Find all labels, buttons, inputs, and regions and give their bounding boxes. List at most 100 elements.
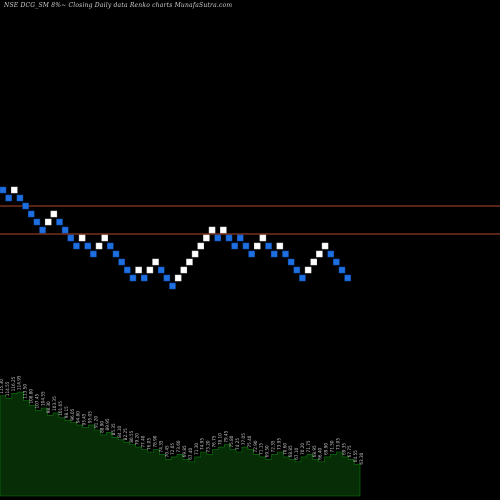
renko-brick-down bbox=[231, 242, 238, 250]
renko-brick-down bbox=[333, 258, 340, 266]
volume-price-label: 71.75 bbox=[306, 440, 311, 452]
volume-price-label: 63.30 bbox=[359, 452, 364, 464]
volume-price-label: 67.75 bbox=[347, 445, 352, 457]
volume-price-label: 73.95 bbox=[276, 438, 281, 450]
volume-price-label: 84.10 bbox=[117, 425, 122, 437]
renko-brick-up bbox=[78, 234, 86, 242]
volume-price-label: 77.05 bbox=[241, 433, 246, 445]
volume-price-label: 76.75 bbox=[211, 435, 216, 447]
renko-brick-down bbox=[118, 258, 125, 266]
volume-price-label: 88.90 bbox=[99, 421, 104, 433]
volume-price-label: 79.45 bbox=[223, 430, 228, 442]
renko-brick-down bbox=[327, 250, 334, 258]
renko-brick-down bbox=[124, 266, 131, 274]
renko-brick-down bbox=[344, 274, 351, 282]
volume-price-label: 98.15 bbox=[64, 406, 69, 418]
volume-price-label: 67.40 bbox=[188, 447, 193, 459]
renko-brick-down bbox=[282, 250, 289, 258]
renko-brick-down bbox=[33, 218, 41, 226]
renko-brick-up bbox=[186, 258, 193, 266]
volume-price-label: 71.15 bbox=[259, 443, 264, 455]
renko-brick-up bbox=[259, 234, 267, 242]
renko-brick-down bbox=[338, 266, 346, 274]
volume-price-label: 82.25 bbox=[123, 428, 128, 440]
renko-brick-up bbox=[152, 258, 159, 266]
renko-brick-up bbox=[191, 250, 199, 258]
volume-price-label: 73.60 bbox=[176, 440, 181, 452]
volume-price-label: 113.50 bbox=[23, 384, 28, 399]
renko-brick-down bbox=[299, 274, 306, 282]
volume-area bbox=[0, 391, 361, 497]
volume-price-label: 70.45 bbox=[164, 445, 169, 457]
renko-brick-down bbox=[84, 242, 91, 250]
volume-price-label: 67.10 bbox=[294, 447, 299, 459]
volume-price-label: 74.95 bbox=[200, 438, 205, 450]
renko-brick-up bbox=[208, 226, 216, 234]
renko-brick-down bbox=[287, 258, 295, 266]
volume-price-label: 91.20 bbox=[93, 416, 98, 428]
renko-brick-down bbox=[237, 234, 244, 242]
volume-price-label: 64.55 bbox=[353, 450, 358, 462]
volume-price-label: 78.90 bbox=[152, 435, 157, 447]
renko-brick-down bbox=[265, 242, 272, 250]
volume-price-label: 74.35 bbox=[158, 440, 163, 452]
volume-price-label: 66.40 bbox=[318, 447, 323, 459]
renko-brick-down bbox=[169, 282, 176, 290]
volume-price-label: 72.35 bbox=[270, 440, 275, 452]
volume-price-label: 79.20 bbox=[135, 433, 140, 445]
renko-brick-up bbox=[276, 242, 284, 250]
volume-price-label: 72.90 bbox=[253, 440, 258, 452]
renko-brick-up bbox=[316, 250, 323, 258]
volume-price-label: 114.95 bbox=[17, 375, 22, 390]
renko-brick-up bbox=[174, 274, 182, 282]
renko-brick-down bbox=[112, 250, 120, 258]
volume-price-label: 70.20 bbox=[300, 443, 305, 455]
renko-brick-up bbox=[44, 218, 52, 226]
renko-brick-down bbox=[157, 266, 165, 274]
renko-brick-up bbox=[254, 242, 261, 250]
renko-brick-down bbox=[61, 226, 69, 234]
renko-brick-down bbox=[107, 242, 114, 250]
renko-brick-up bbox=[203, 234, 210, 242]
renko-brick-up bbox=[101, 234, 108, 242]
renko-brick-down bbox=[225, 234, 233, 242]
renko-brick-up bbox=[310, 258, 317, 266]
volume-price-label: 73.20 bbox=[206, 440, 211, 452]
renko-brick-down bbox=[16, 194, 24, 202]
renko-brick-down bbox=[90, 250, 97, 258]
renko-brick-up bbox=[135, 266, 142, 274]
renko-brick-down bbox=[129, 274, 137, 282]
volume-price-label: 69.35 bbox=[341, 443, 346, 455]
renko-brick-down bbox=[5, 194, 12, 202]
renko-brick-down bbox=[248, 250, 255, 258]
volume-price-label: 80.55 bbox=[129, 430, 134, 442]
volume-price-label: 108.80 bbox=[29, 389, 34, 404]
volume-price-label: 94.80 bbox=[76, 411, 81, 423]
volume-price-label: 69.90 bbox=[324, 443, 329, 455]
renko-brick-up bbox=[146, 266, 154, 274]
volume-price-label: 69.50 bbox=[265, 445, 270, 457]
volume-price-label: 96.05 bbox=[70, 408, 75, 420]
volume-price-label: 95.05 bbox=[88, 411, 93, 423]
renko-brick-down bbox=[22, 202, 29, 210]
renko-brick-down bbox=[270, 250, 278, 258]
volume-price-label: 71.50 bbox=[329, 440, 334, 452]
volume-price-label: 114.55 bbox=[5, 381, 10, 396]
volume-price-label: 73.05 bbox=[335, 438, 340, 450]
volume-price-label: 98.30 bbox=[46, 401, 51, 413]
renko-brick-up bbox=[11, 186, 18, 194]
renko-brick-up bbox=[197, 242, 204, 250]
renko-brick-up bbox=[220, 226, 227, 234]
volume-price-label: 101.65 bbox=[58, 401, 63, 416]
renko-brick-down bbox=[0, 186, 7, 194]
volume-price-label: 76.05 bbox=[147, 438, 152, 450]
volume-price-label: 75.40 bbox=[247, 435, 252, 447]
renko-brick-up bbox=[180, 266, 188, 274]
volume-price-label: 93.45 bbox=[82, 413, 87, 425]
volume-price-label: 72.05 bbox=[170, 443, 175, 455]
renko-brick-up bbox=[304, 266, 312, 274]
renko-brick-down bbox=[242, 242, 250, 250]
renko-brick-down bbox=[67, 234, 75, 242]
